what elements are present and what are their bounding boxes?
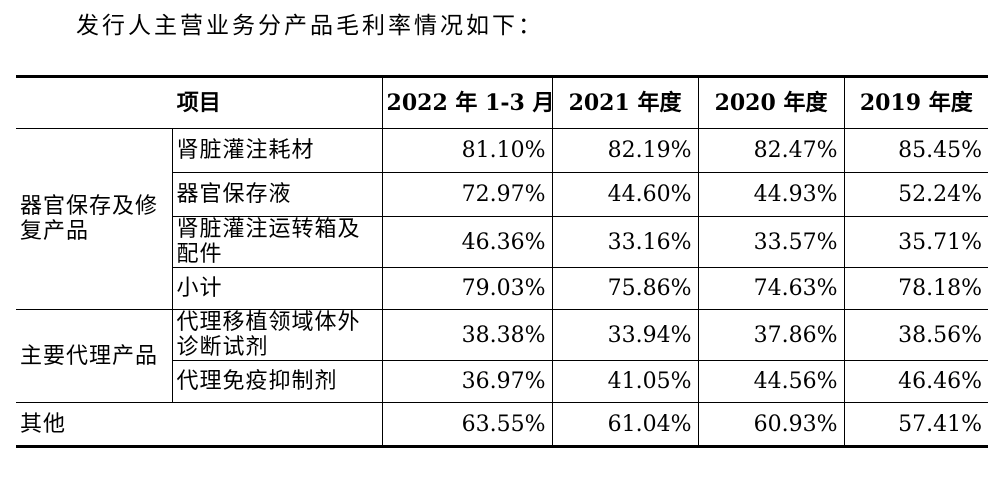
value-cell: 85.45%	[843, 128, 989, 173]
table-row: 器官保存及修复产品 肾脏灌注耗材 81.10% 82.19% 82.47% 85…	[16, 128, 989, 310]
value-cell: 44.56%	[697, 360, 845, 403]
value-cell: 72.97%	[381, 172, 553, 217]
value-cell: 78.18%	[843, 267, 989, 310]
value-cell: 44.60%	[551, 172, 699, 217]
value-cell: 79.03%	[381, 267, 553, 310]
category-cell: 器官保存及修复产品	[16, 128, 173, 310]
product-name: 小计	[172, 267, 383, 310]
value-cell: 60.93%	[697, 402, 845, 448]
value-cell: 74.63%	[697, 267, 845, 310]
value-cell: 52.24%	[843, 172, 989, 217]
gross-margin-table: 项目 2022 年 1-3 月 2021 年度 2020 年度 2019 年度 …	[16, 75, 989, 448]
other-label: 其他	[16, 402, 383, 448]
header-item: 项目	[16, 75, 383, 129]
product-name: 代理免疫抑制剂	[172, 360, 383, 403]
value-cell: 61.04%	[551, 402, 699, 448]
value-cell: 44.93%	[697, 172, 845, 217]
product-name: 代理移植领域体外诊断试剂	[171, 309, 383, 361]
value-cell: 57.41%	[843, 402, 989, 448]
table-row: 器官保存液 72.97% 44.60% 44.93% 52.24%	[16, 172, 989, 217]
value-cell: 33.94%	[551, 309, 699, 361]
header-period: 2021 年度	[551, 75, 699, 129]
table-row: 小计 79.03% 75.86% 74.63% 78.18%	[16, 267, 989, 310]
value-cell: 63.55%	[381, 402, 553, 448]
value-cell: 38.56%	[843, 309, 989, 361]
intro-text: 发行人主营业务分产品毛利率情况如下：	[76, 13, 544, 39]
value-cell: 33.57%	[697, 216, 845, 268]
value-cell: 33.16%	[551, 216, 699, 268]
header-period: 2020 年度	[697, 75, 845, 129]
table-header-row: 项目 2022 年 1-3 月 2021 年度 2020 年度 2019 年度	[16, 75, 989, 129]
value-cell: 38.38%	[381, 309, 553, 361]
value-cell: 81.10%	[381, 128, 553, 173]
product-name: 器官保存液	[172, 172, 383, 217]
table-row: 主要代理产品 代理移植领域体外诊断试剂 38.38% 33.94% 37.86%…	[16, 309, 989, 403]
header-period: 2019 年度	[843, 75, 989, 129]
product-name: 肾脏灌注运转箱及配件	[172, 216, 383, 268]
category-cell: 主要代理产品	[16, 309, 173, 403]
value-cell: 82.19%	[551, 128, 699, 173]
table-row: 代理免疫抑制剂 36.97% 41.05% 44.56% 46.46%	[16, 360, 989, 403]
value-cell: 82.47%	[697, 128, 845, 173]
value-cell: 46.36%	[381, 216, 553, 268]
product-name: 肾脏灌注耗材	[171, 128, 383, 173]
value-cell: 46.46%	[843, 360, 989, 403]
table-row: 其他 63.55% 61.04% 60.93% 57.41%	[16, 402, 989, 448]
value-cell: 75.86%	[551, 267, 699, 310]
value-cell: 36.97%	[381, 360, 553, 403]
table-row: 肾脏灌注运转箱及配件 46.36% 33.16% 33.57% 35.71%	[16, 216, 989, 268]
value-cell: 41.05%	[551, 360, 699, 403]
value-cell: 35.71%	[843, 216, 989, 268]
header-period: 2022 年 1-3 月	[381, 75, 553, 129]
value-cell: 37.86%	[697, 309, 845, 361]
